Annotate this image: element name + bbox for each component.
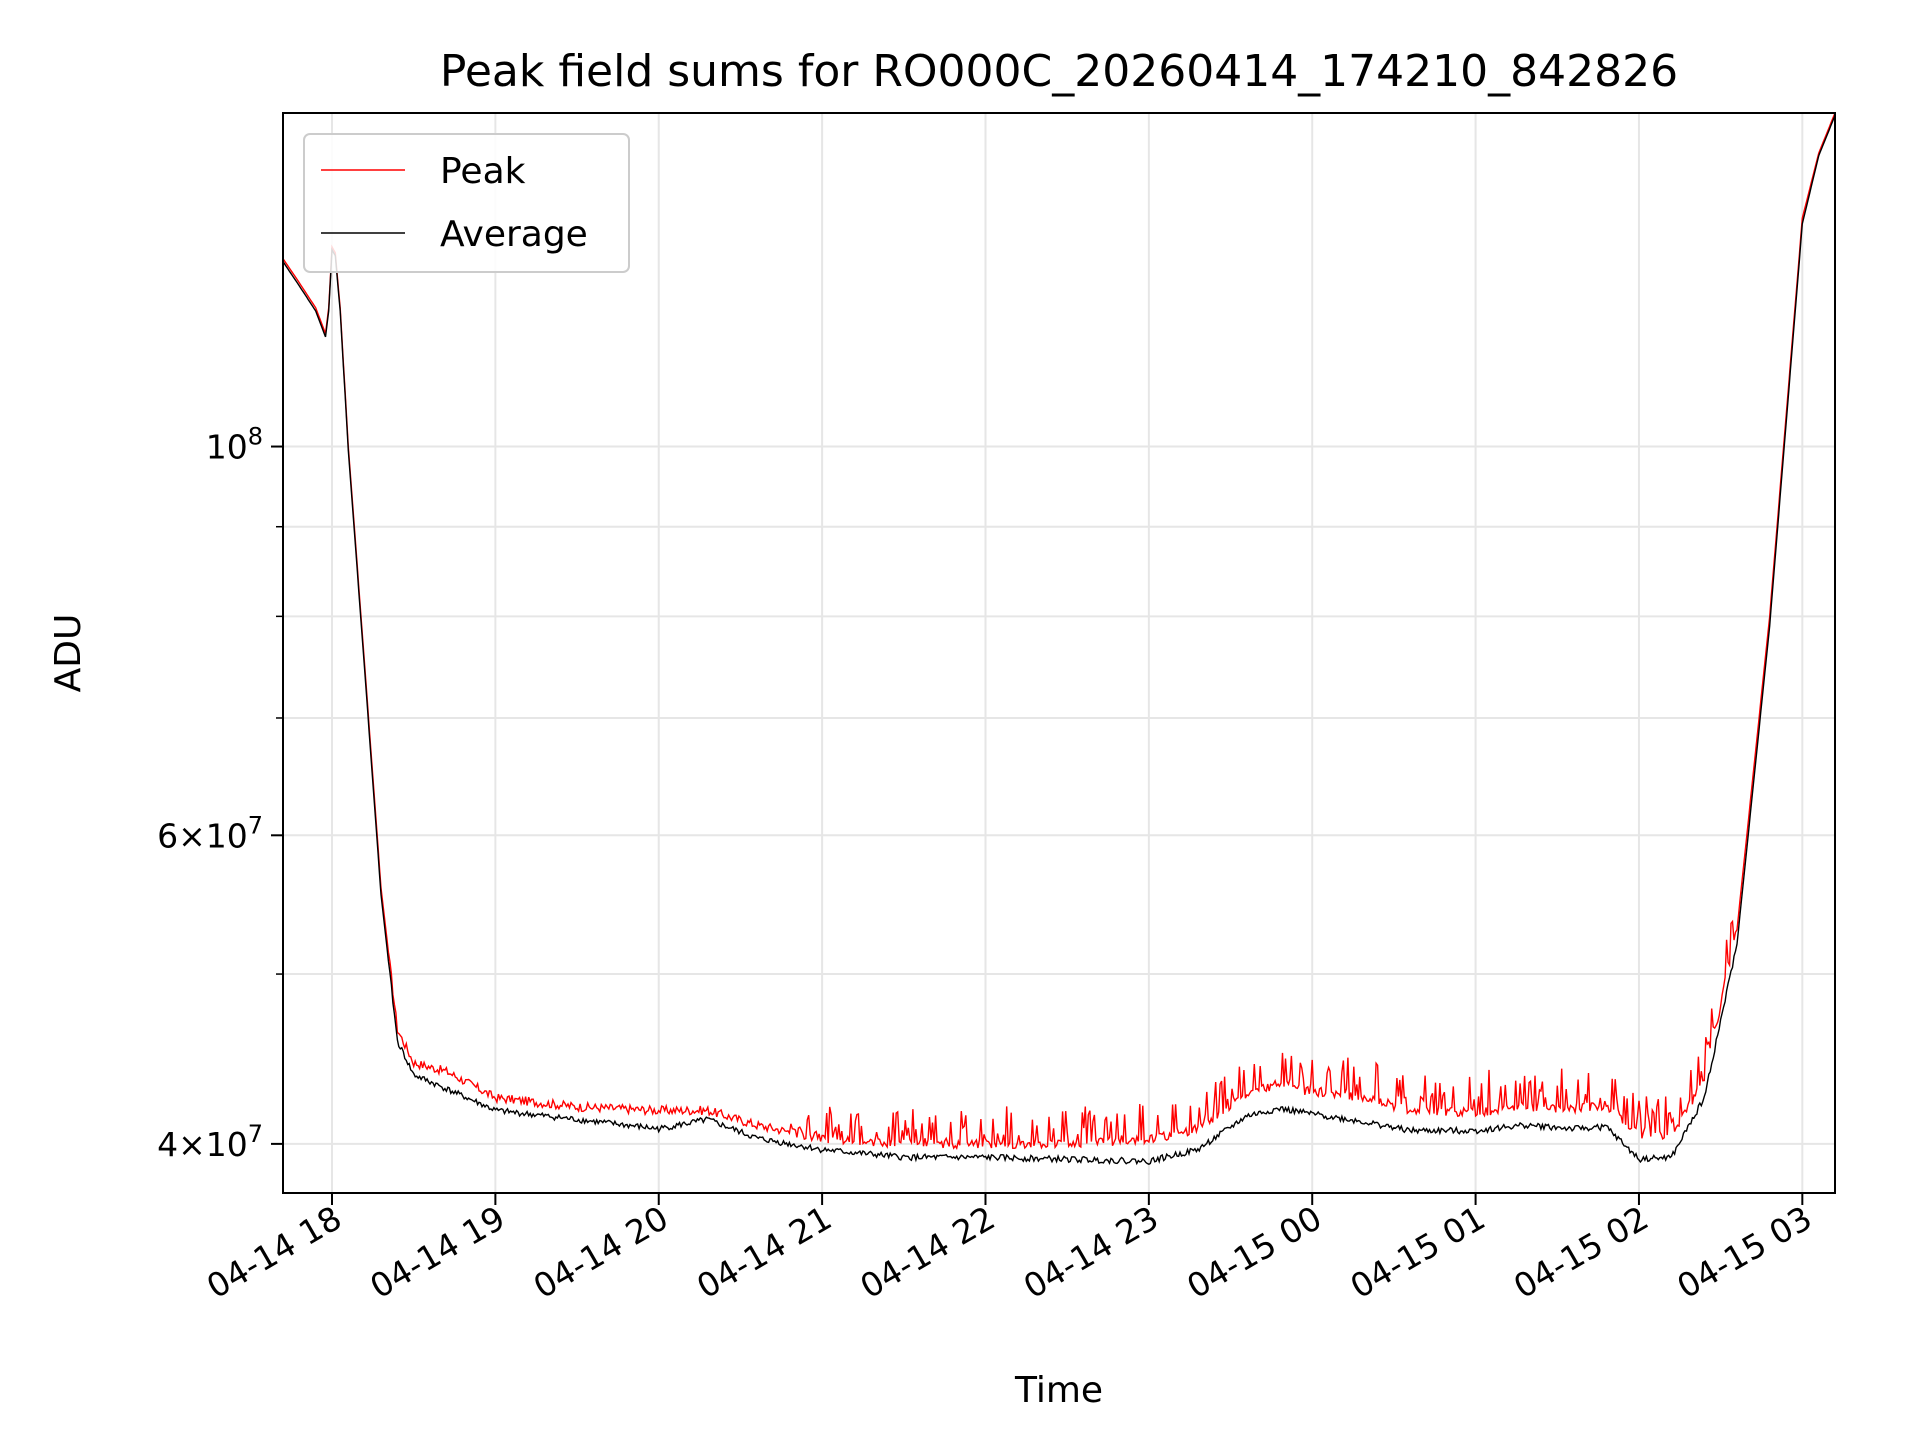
x-axis-label: Time	[1014, 1370, 1103, 1411]
legend-label-average: Average	[440, 214, 588, 255]
x-tick-label: 04-15 00	[1180, 1198, 1328, 1306]
x-tick-label: 04-14 20	[527, 1198, 675, 1306]
legend-label-peak: Peak	[440, 151, 526, 192]
series-line-peak	[282, 112, 1836, 1150]
x-tick-label: 04-15 02	[1507, 1198, 1655, 1306]
x-tick-label: 04-14 23	[1017, 1198, 1165, 1306]
x-tick-label: 04-14 22	[853, 1198, 1001, 1306]
x-tick-label: 04-15 03	[1670, 1198, 1818, 1306]
y-tick-label: 6×107	[157, 811, 263, 855]
legend-box	[303, 133, 630, 273]
x-tick-label: 04-14 18	[200, 1198, 348, 1306]
series-line-average	[282, 115, 1836, 1166]
y-tick-label: 4×107	[157, 1120, 263, 1164]
x-tick-label: 04-14 19	[363, 1198, 511, 1306]
y-tick-label: 108	[206, 423, 263, 467]
legend: Peak Average	[303, 133, 630, 273]
x-tick-label: 04-14 21	[690, 1198, 838, 1306]
x-axis-ticks: 04-14 18 04-14 19 04-14 20 04-14 21 04-14 22…	[200, 1193, 1818, 1306]
y-axis-label: ADU	[48, 614, 89, 693]
plot-series	[282, 112, 1836, 1166]
grid	[283, 113, 1835, 1193]
chart-title: Peak field sums for RO000C_20260414_1742…	[440, 46, 1678, 97]
y-axis-ticks: 4×107 6×107 108	[157, 423, 283, 1164]
x-tick-label: 04-15 01	[1344, 1198, 1492, 1306]
plot-area-frame	[282, 112, 1836, 1194]
